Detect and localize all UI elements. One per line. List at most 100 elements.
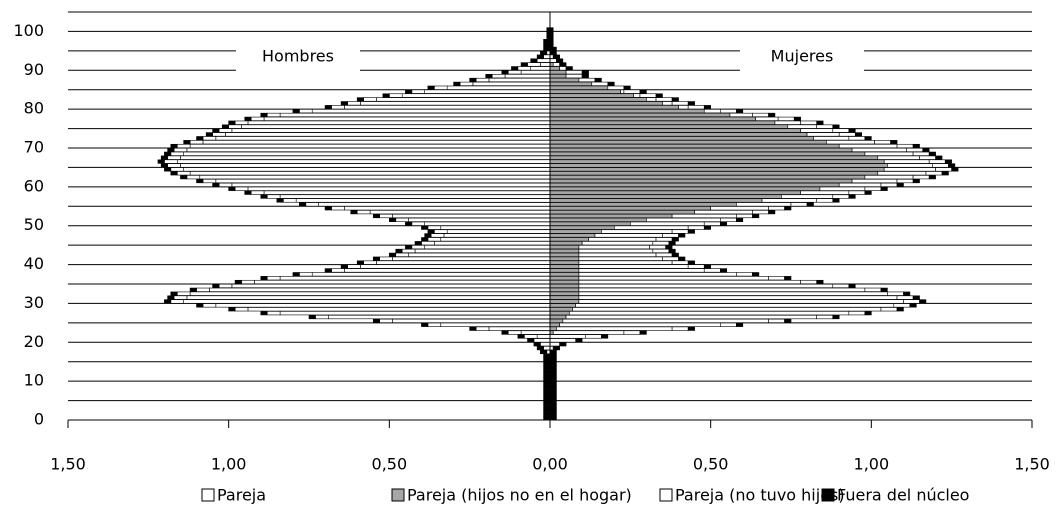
bar-segment [540,342,551,347]
y-tick-label: 80 [24,99,44,118]
bar-segment [549,108,705,114]
bar-segment [202,303,217,308]
bar-segment [164,299,172,304]
bar-segment [392,256,551,261]
bar-segment [523,334,538,339]
bar-segment [671,97,679,102]
bar-segment [485,74,493,79]
bar-segment [578,279,801,285]
bar-segment [318,202,551,207]
bar-segment [800,128,834,133]
bar-segment [517,334,525,339]
bar-segment [260,112,268,118]
bar-segment [864,186,882,191]
bar-segment [639,93,657,98]
bar-segment [215,136,551,141]
bar-segment [250,116,265,121]
bar-segment [260,194,268,199]
bar-segment [678,256,686,261]
bar-segment [263,116,551,121]
bar-segment [392,213,551,219]
bar-segment [501,70,509,75]
bar-segment [170,167,184,172]
bar-segment [668,241,676,246]
annotation-box [236,41,360,73]
bar-segment [527,338,535,343]
bar-segment [549,143,840,149]
bar-segment [549,396,557,401]
bar-segment [813,136,850,141]
bar-segment [633,93,641,98]
annotation: Mujeres [771,47,834,66]
bar-segment [932,163,949,168]
y-tick-label: 100 [13,21,44,40]
bar-segment [266,194,281,199]
bar-segment [578,299,904,304]
bar-segment [639,330,647,335]
legend-item: Pareja (hijos no en el hogar) [391,486,632,505]
bar-segment [919,155,936,160]
bar-segment [186,175,201,180]
bar-segment [893,303,911,308]
bar-segment [424,89,551,94]
bar-segment [202,136,217,141]
bar-segment [578,244,650,250]
bar-segment [331,206,345,211]
bar-segment [549,213,673,219]
bar-segment [549,140,827,145]
bar-segment [356,97,364,102]
bar-segment [671,260,689,265]
bar-segment [720,217,737,222]
bar-segment [469,326,477,331]
bar-segment [549,377,557,382]
bar-segment [652,248,670,254]
bar-segment [951,167,959,172]
bar-segment [324,206,332,211]
bar-segment [549,50,557,55]
bar-segment [292,108,300,114]
bar-segment [912,178,920,184]
bar-segment [176,291,191,296]
bar-segment [247,307,551,312]
bar-segment [540,62,551,67]
bar-segment [687,101,695,106]
bar-segment [379,256,393,261]
bar-segment [228,186,236,191]
bar-segment [864,151,914,156]
bar-segment [167,147,175,153]
y-tick-label: 70 [24,138,44,157]
bar-segment [540,50,548,55]
bar-segment [864,136,872,141]
x-tick-label: 0,00 [532,455,568,474]
bar-segment [183,140,191,145]
bar-segment [578,268,705,273]
bar-segment [591,81,609,86]
bar-segment [344,206,551,211]
bar-segment [189,287,197,292]
bar-segment [549,171,879,176]
bar-segment [247,186,551,191]
bar-segment [578,276,769,281]
bar-segment [379,318,393,324]
bar-segment [549,334,586,339]
bar-segment [350,210,358,215]
bar-segment [543,373,551,378]
bar-segment [427,229,435,234]
bar-segment [787,124,818,129]
bar-segment [549,120,776,125]
bar-segment [761,198,818,203]
bar-segment [549,112,731,118]
bar-segment [395,217,409,222]
bar-segment [623,89,641,94]
legend-item: Fuera del núcleo [821,486,969,505]
bar-segment [183,167,551,172]
bar-segment [530,66,551,71]
bar-segment [630,221,705,226]
bar-segment [549,132,808,137]
bar-segment [883,167,936,172]
bar-segment [540,349,548,355]
bar-segment [180,163,551,168]
bar-segment [790,202,808,207]
bar-segment [395,252,409,257]
bar-segment [736,322,744,327]
